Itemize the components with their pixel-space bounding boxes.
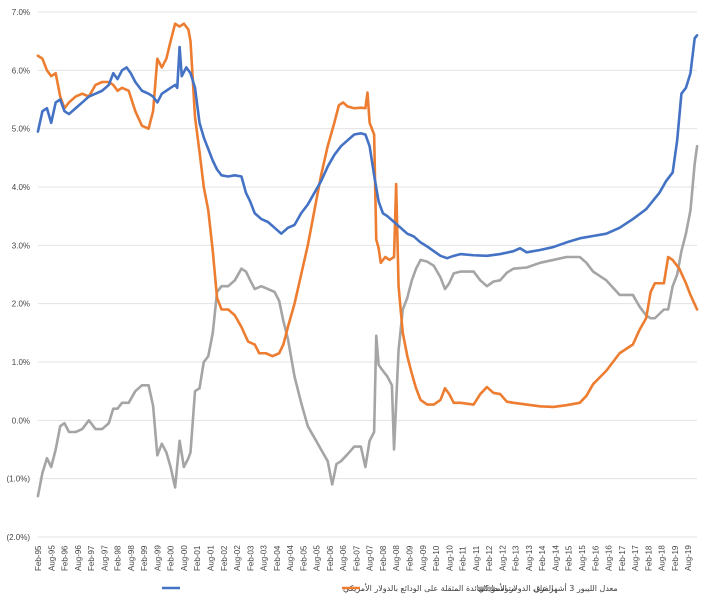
x-tick-label: Aug-06 xyxy=(339,545,348,571)
x-tick-label: Feb-96 xyxy=(61,545,70,571)
x-tick-label: Aug-19 xyxy=(684,545,693,571)
legend: متوسط الفائدة المثقلة على الودائع بالدول… xyxy=(162,583,618,593)
x-tick-label: Feb-02 xyxy=(220,545,229,571)
y-tick-label: 2.0% xyxy=(12,300,30,309)
y-tick-label: 0.0% xyxy=(12,416,30,425)
x-tick-label: Aug-10 xyxy=(445,545,454,571)
x-tick-label: Feb-10 xyxy=(432,545,441,571)
x-tick-label: Aug-18 xyxy=(658,545,667,571)
x-tick-label: Aug-04 xyxy=(286,545,295,571)
x-tick-label: Feb-16 xyxy=(591,545,600,571)
legend-label: الفرق xyxy=(534,584,553,593)
x-tick-label: Feb-95 xyxy=(34,545,43,571)
series-line-0 xyxy=(36,34,699,260)
x-tick-label: Aug-03 xyxy=(260,545,269,571)
x-tick-label: Aug-05 xyxy=(313,545,322,571)
x-tick-label: Feb-14 xyxy=(538,545,547,571)
x-tick-label: Feb-98 xyxy=(114,545,123,571)
x-tick-label: Feb-97 xyxy=(87,545,96,571)
y-axis: (2.0%) (1.0%) 0.0% 1.0% 2.0% 3.0% 4.0% 5.0% 6.0%… xyxy=(6,8,30,542)
y-tick-label: 1.0% xyxy=(12,358,30,367)
x-tick-label: Feb-17 xyxy=(618,545,627,571)
x-tick-label: Aug-96 xyxy=(74,545,83,571)
y-tick-label: 6.0% xyxy=(12,66,30,75)
x-tick-label: Aug-15 xyxy=(578,545,587,571)
legend-label: متوسط الفائدة المثقلة على الودائع بالدول… xyxy=(343,583,515,593)
x-tick-label: Feb-03 xyxy=(246,545,255,571)
x-tick-label: Feb-00 xyxy=(167,545,176,571)
x-tick-label: Aug-02 xyxy=(233,545,242,571)
x-tick-label: Feb-08 xyxy=(379,545,388,571)
x-tick-label: Aug-14 xyxy=(551,545,560,571)
x-axis: Feb-95 Aug-95 Feb-96 Aug-96 Feb-97 Aug-97 Feb-… xyxy=(34,545,693,571)
series-line-2 xyxy=(36,144,699,498)
gridlines xyxy=(38,11,697,538)
x-tick-label: Aug-08 xyxy=(392,545,401,571)
x-tick-label: Aug-00 xyxy=(180,545,189,571)
x-tick-label: Feb-05 xyxy=(299,545,308,571)
y-tick-label: 5.0% xyxy=(12,125,30,134)
x-tick-label: Feb-11 xyxy=(459,546,468,571)
x-tick-label: Aug-13 xyxy=(525,545,534,571)
y-tick-label: 4.0% xyxy=(12,183,30,192)
x-tick-label: Feb-19 xyxy=(671,545,680,571)
x-tick-label: Feb-07 xyxy=(352,545,361,571)
x-tick-label: Feb-06 xyxy=(326,545,335,571)
x-tick-label: Aug-11 xyxy=(472,545,481,571)
legend-label: معدل الليبور 3 أشهر على الدولار الأمريكي xyxy=(478,583,618,593)
x-tick-label: Feb-01 xyxy=(193,545,202,571)
x-tick-label: Aug-07 xyxy=(366,545,375,571)
series-line-1 xyxy=(36,22,699,409)
x-tick-label: Aug-95 xyxy=(47,545,56,571)
y-tick-label: 3.0% xyxy=(12,241,30,250)
y-tick-label: (2.0%) xyxy=(6,533,30,542)
x-tick-label: Aug-98 xyxy=(127,545,136,571)
series-lines xyxy=(36,22,699,498)
x-tick-label: Feb-13 xyxy=(512,545,521,571)
x-tick-label: Feb-99 xyxy=(140,545,149,571)
x-tick-label: Aug-09 xyxy=(419,545,428,571)
x-tick-label: Aug-99 xyxy=(153,545,162,571)
x-tick-label: Feb-15 xyxy=(565,545,574,571)
y-tick-label: (1.0%) xyxy=(6,475,30,484)
x-tick-label: Feb-09 xyxy=(406,545,415,571)
x-tick-label: Aug-16 xyxy=(605,545,614,571)
x-tick-label: Feb-18 xyxy=(644,545,653,571)
x-tick-label: Aug-12 xyxy=(498,545,507,571)
x-tick-label: Aug-97 xyxy=(100,545,109,571)
x-tick-label: Feb-12 xyxy=(485,545,494,571)
x-tick-label: Aug-01 xyxy=(206,545,215,571)
x-tick-label: Feb-04 xyxy=(273,545,282,571)
x-tick-label: Aug-17 xyxy=(631,545,640,571)
y-tick-label: 7.0% xyxy=(12,8,30,17)
